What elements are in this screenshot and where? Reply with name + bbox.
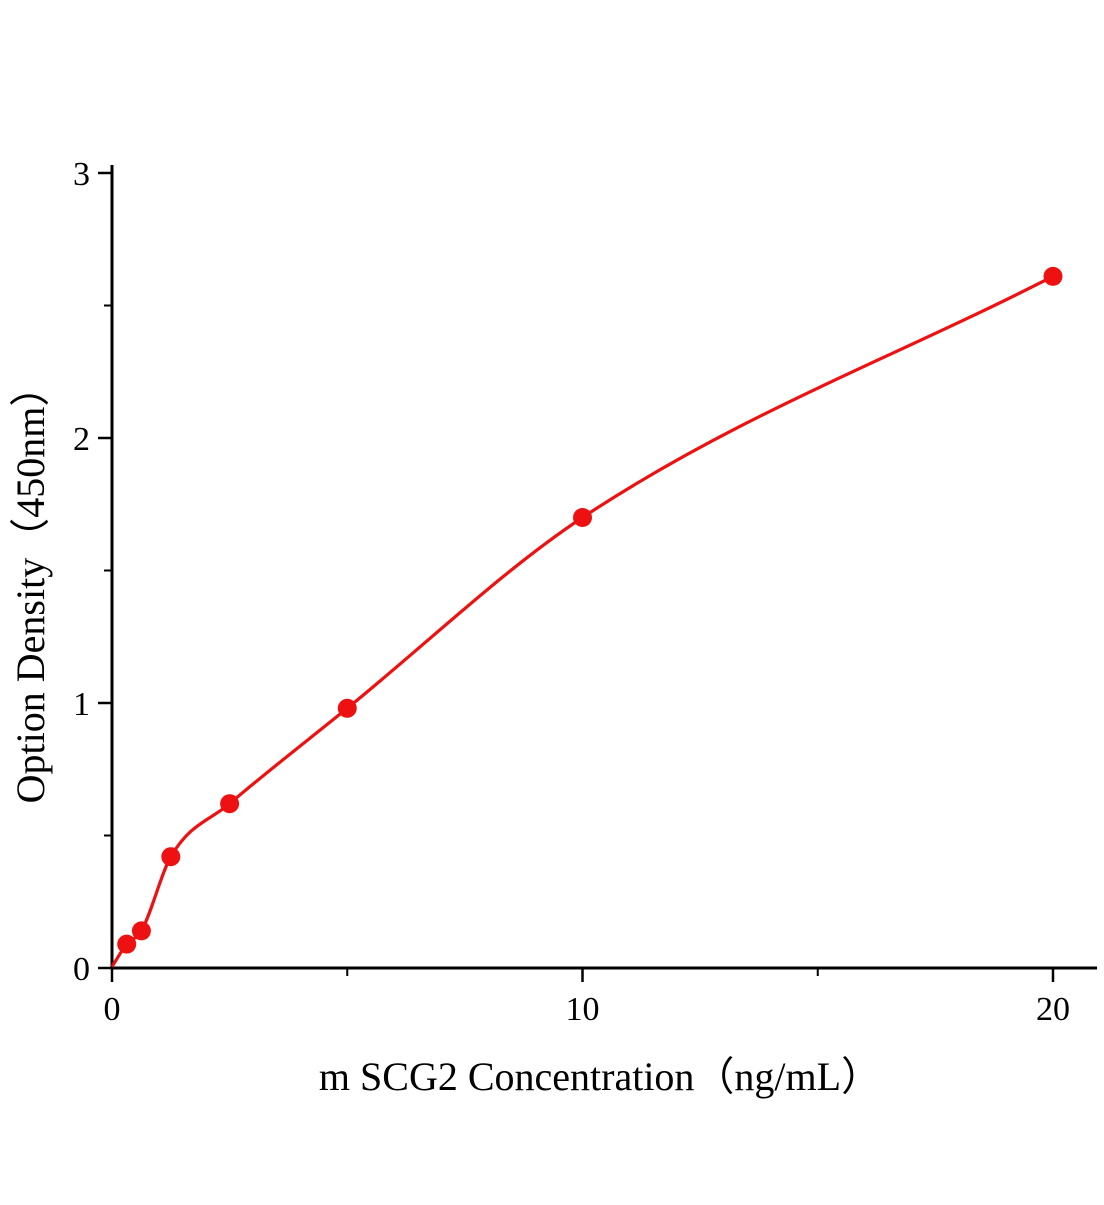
data-point	[573, 508, 592, 527]
x-axis-title: m SCG2 Concentration（ng/mL）	[319, 1054, 881, 1099]
fit-curve	[110, 274, 1054, 968]
y-axis-title: Option Density（450nm）	[8, 367, 53, 804]
data-point	[337, 698, 357, 718]
y-tick-label: 2	[73, 421, 90, 458]
data-point	[1043, 266, 1063, 286]
y-tick-label: 3	[73, 156, 90, 193]
x-tick-label: 10	[566, 991, 600, 1028]
y-tick-label: 0	[73, 951, 90, 988]
y-tick-label: 1	[73, 686, 90, 723]
x-tick-label: 0	[104, 991, 121, 1028]
x-tick-label: 20	[1036, 991, 1070, 1028]
plot-area: 0 10 20 0 1 2 3	[73, 156, 1097, 1028]
data-point	[161, 847, 181, 867]
data-point	[220, 794, 240, 814]
data-point	[117, 934, 137, 954]
data-point	[131, 921, 151, 941]
